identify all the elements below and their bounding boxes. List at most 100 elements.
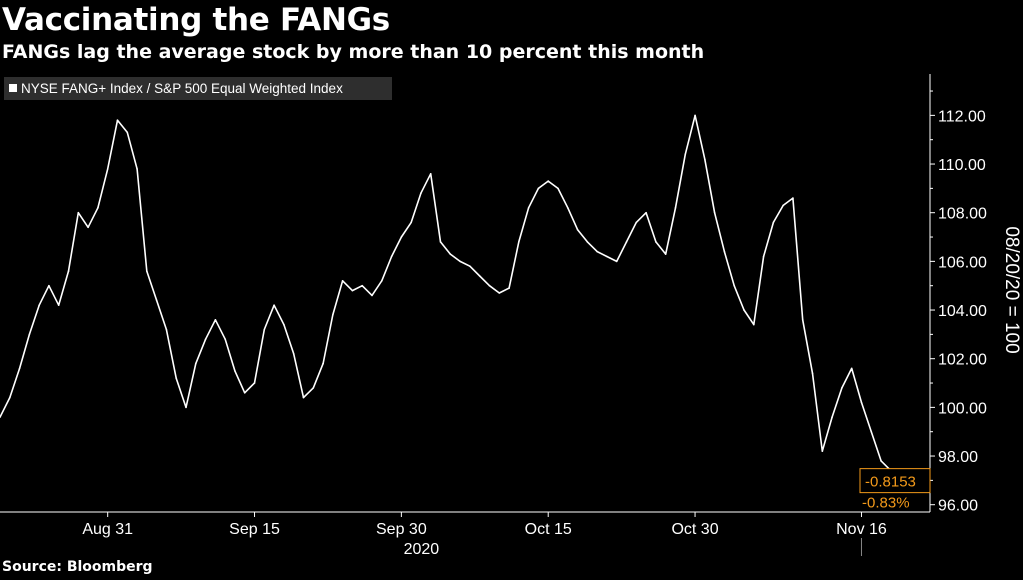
y-axis: 96.00 98.00 100.00 102.00 104.00 106.00 108.00…: [929, 74, 987, 515]
data-point: [704, 158, 706, 160]
data-point: [527, 207, 530, 209]
data-point: [28, 333, 31, 336]
data-point: [664, 253, 667, 255]
data-point: [478, 275, 481, 277]
data-point: [175, 377, 178, 379]
data-point: [498, 292, 501, 294]
data-point: [312, 387, 315, 389]
source-note: Source: Bloomberg: [2, 559, 153, 575]
data-point: [635, 221, 638, 224]
y-tick-label: 108.00: [938, 206, 987, 223]
data-point: [772, 221, 775, 224]
data-point: [116, 119, 119, 122]
data-point: [439, 241, 442, 243]
data-point: [811, 372, 814, 375]
end-percent-label: -0.83%: [862, 495, 910, 512]
data-point: [253, 382, 256, 384]
x-axis: Aug 31 Sep 15 Sep 30 Oct 15 Oct 30 Nov 16 2020: [0, 511, 930, 558]
data-point: [57, 304, 60, 306]
y-tick-label: 102.00: [938, 352, 987, 369]
data-point: [243, 391, 246, 394]
data-point: [400, 236, 403, 238]
data-point: [782, 204, 784, 207]
chart-title: Vaccinating the FANGs: [2, 2, 390, 38]
data-point: [8, 396, 11, 399]
data-point: [292, 353, 295, 355]
data-point: [410, 221, 412, 224]
y-tick-label: 112.00: [938, 108, 986, 125]
data-point: [0, 416, 1, 418]
end-labels: -0.8153 -0.83%: [859, 468, 931, 512]
data-point: [67, 270, 70, 272]
x-tick-label: Sep 15: [229, 521, 280, 538]
data-point: [380, 280, 383, 282]
data-point: [273, 304, 275, 306]
data-point: [234, 370, 236, 372]
data-point: [743, 309, 745, 311]
y-axis-label: 08/20/20 = 100: [1001, 226, 1022, 353]
data-point: [136, 168, 138, 170]
x-tick-label: Sep 30: [376, 521, 427, 538]
legend: NYSE FANG+ Index / S&P 500 Equal Weighte…: [4, 77, 392, 100]
legend-swatch: [9, 84, 17, 92]
data-point: [860, 401, 863, 404]
legend-entry: NYSE FANG+ Index / S&P 500 Equal Weighte…: [21, 81, 343, 96]
y-tick-label: 110.00: [938, 157, 986, 174]
data-point: [449, 253, 452, 255]
data-point: [48, 284, 50, 287]
data-point: [341, 280, 344, 282]
x-tick-label: Oct 15: [525, 521, 572, 538]
data-point: [214, 318, 217, 321]
data-point: [302, 396, 305, 399]
data-point: [792, 197, 794, 199]
data-point: [97, 207, 99, 209]
data-point: [615, 260, 618, 263]
series-line: [0, 114, 892, 472]
data-point: [821, 450, 824, 452]
data-point: [850, 367, 853, 370]
data-point: [77, 211, 80, 214]
data-point: [733, 284, 736, 287]
data-point: [625, 241, 628, 243]
y-tick-label: 106.00: [938, 254, 987, 271]
data-point: [576, 228, 579, 231]
data-point: [508, 287, 510, 289]
data-point: [165, 328, 168, 331]
data-point: [645, 211, 647, 214]
data-point: [469, 265, 471, 268]
series-group: [0, 114, 892, 472]
y-tick-label: 96.00: [938, 498, 978, 515]
data-point: [371, 294, 373, 297]
data-point: [390, 255, 393, 258]
y-tick-label: 100.00: [938, 400, 987, 417]
data-point: [566, 207, 569, 209]
data-point: [596, 250, 598, 253]
data-point: [674, 207, 677, 209]
end-value-box: [859, 468, 931, 494]
data-point: [126, 131, 129, 134]
x-tick-label: Aug 31: [82, 521, 133, 538]
data-point: [361, 284, 364, 287]
data-point: [801, 318, 804, 321]
data-point: [18, 367, 21, 370]
data-point: [518, 241, 520, 243]
data-point: [880, 460, 882, 462]
data-point: [224, 338, 226, 341]
end-value-label: -0.8153: [865, 474, 916, 491]
data-point: [831, 416, 833, 418]
x-tick-label: Nov 16: [836, 521, 887, 538]
data-point: [146, 270, 148, 272]
data-point: [155, 299, 158, 302]
legend-background: [4, 77, 392, 100]
data-point: [263, 328, 266, 331]
data-point: [322, 362, 324, 365]
data-point: [420, 192, 422, 195]
y-tick-label: 104.00: [938, 303, 987, 320]
data-point: [537, 187, 540, 190]
data-point: [684, 153, 687, 156]
data-point: [204, 338, 207, 341]
x-tick-label: Oct 30: [671, 521, 718, 538]
data-point: [586, 241, 589, 243]
data-point: [429, 172, 432, 175]
